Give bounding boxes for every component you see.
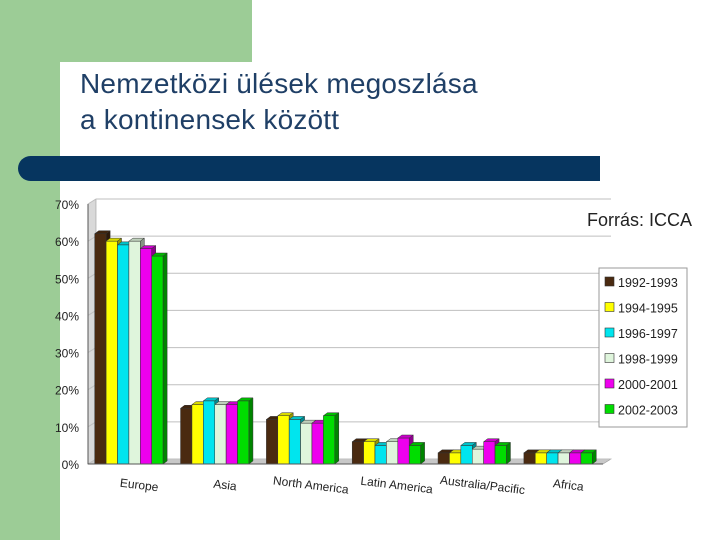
x-tick-label: Europe	[119, 476, 159, 495]
bar-front	[323, 415, 336, 465]
bar-front	[311, 422, 324, 465]
bar-front	[266, 419, 279, 465]
bar-front	[460, 445, 473, 465]
bar	[408, 441, 426, 465]
y-tick-label: 60%	[55, 235, 79, 249]
legend-label: 1998-1999	[618, 353, 678, 367]
legend-swatch	[604, 378, 615, 389]
legend-label: 2002-2003	[618, 404, 678, 418]
legend-swatch	[604, 353, 615, 363]
bar-front	[386, 441, 399, 465]
bar-front	[483, 441, 496, 465]
y-tick-label: 50%	[55, 272, 79, 286]
bar-side	[420, 441, 425, 465]
bar-front	[214, 404, 227, 465]
x-tick-label: Australia/Pacific	[439, 473, 525, 497]
legend-swatch	[604, 404, 615, 414]
bar-front	[300, 422, 313, 465]
bar-front	[494, 445, 507, 465]
y-tick-label: 20%	[55, 384, 79, 398]
x-tick-label: North America	[272, 473, 349, 496]
x-tick-label: Asia	[213, 477, 238, 494]
title-line-1: Nemzetközi ülések megoszlása	[80, 68, 478, 99]
bar-front	[546, 452, 559, 465]
bar-front	[94, 233, 107, 465]
bar-side	[506, 441, 511, 465]
legend-swatch	[604, 302, 615, 312]
bar-front	[437, 452, 450, 465]
bar-front	[580, 452, 593, 465]
bar-front	[288, 419, 301, 465]
background-stripe-left	[0, 0, 60, 540]
bar-side	[592, 449, 597, 465]
y-tick-label: 10%	[55, 421, 79, 435]
bar-front	[191, 404, 204, 465]
source-note: Forrás: ICCA	[584, 210, 694, 231]
bar-side	[248, 397, 254, 465]
slide-title: Nemzetközi ülések megoszlása a kontinens…	[80, 66, 640, 138]
background-stripe-top	[60, 0, 252, 62]
x-tick-label: Latin America	[360, 474, 434, 497]
bar-front	[569, 452, 582, 465]
bar	[322, 412, 340, 465]
bar-front	[105, 240, 118, 465]
legend-label: 1994-1995	[618, 302, 678, 316]
y-tick-label: 0%	[62, 458, 80, 472]
bar-front	[140, 248, 152, 465]
bar-front	[351, 441, 364, 465]
bar-front	[557, 452, 570, 465]
bar-front	[151, 255, 164, 465]
bar-front	[363, 441, 376, 465]
title-line-2: a kontinensek között	[80, 104, 340, 135]
bar-front	[397, 437, 410, 465]
bar-front	[277, 415, 290, 465]
header-rule	[18, 156, 600, 181]
legend-label: 1992-1993	[618, 276, 678, 290]
bar-front	[449, 452, 462, 465]
bar-side	[162, 252, 168, 465]
bar-front	[523, 452, 536, 465]
bar-front	[180, 408, 193, 465]
bar	[580, 449, 598, 465]
bar-front	[374, 445, 387, 465]
bar	[494, 441, 512, 465]
legend-label: 1996-1997	[618, 327, 678, 341]
bar-front	[225, 404, 238, 465]
bar-front	[203, 400, 216, 465]
legend-label: 2000-2001	[618, 378, 678, 392]
bar	[150, 252, 168, 465]
y-tick-label: 30%	[55, 347, 79, 361]
gridline-depth	[87, 198, 97, 205]
bar-front	[237, 400, 250, 465]
bar-front	[117, 244, 130, 465]
legend-swatch	[604, 276, 615, 287]
y-tick-label: 40%	[55, 309, 79, 323]
bar-front	[472, 448, 484, 465]
y-tick-label: 70%	[55, 198, 79, 212]
bar-front	[128, 240, 141, 465]
bar-side	[334, 412, 340, 465]
legend-swatch	[604, 327, 615, 338]
x-tick-label: Africa	[552, 476, 584, 494]
bar-front	[408, 445, 421, 465]
bar-front	[535, 452, 547, 465]
legend	[598, 267, 688, 428]
bar	[236, 397, 254, 465]
